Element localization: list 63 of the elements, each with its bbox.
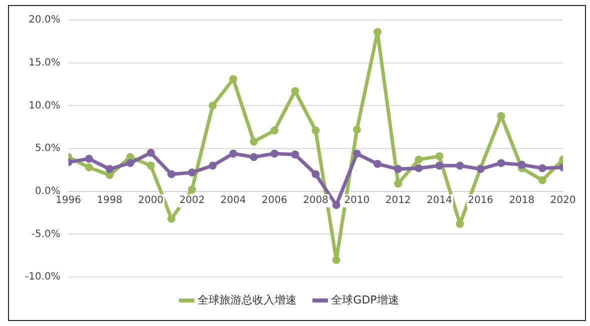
- point: [270, 150, 278, 158]
- point: [126, 159, 134, 168]
- y-tick-label: -10.0%: [24, 272, 60, 283]
- point: [146, 148, 155, 157]
- point: [456, 162, 464, 170]
- y-tick-label: -5.0%: [31, 228, 60, 240]
- point: [250, 153, 258, 162]
- point: [106, 165, 114, 174]
- x-tick-label: 2002: [179, 194, 205, 206]
- point: [374, 28, 382, 36]
- point: [456, 220, 464, 228]
- point: [414, 164, 423, 172]
- point: [270, 126, 278, 135]
- x-tick-label: 2012: [385, 194, 411, 206]
- x-tick-label: 1996: [56, 194, 82, 206]
- point: [394, 165, 402, 174]
- point: [374, 160, 382, 168]
- y-tick-label: 10.0%: [28, 100, 60, 112]
- y-tick-label: 5.0%: [34, 143, 60, 154]
- point: [538, 176, 546, 184]
- point: [435, 152, 444, 160]
- point: [291, 150, 300, 158]
- point: [250, 138, 258, 146]
- y-tick-label: 0.0%: [34, 186, 60, 197]
- point: [435, 162, 444, 170]
- point: [394, 180, 402, 188]
- x-tick-label: 2008: [302, 194, 328, 206]
- x-tick-label: 2016: [468, 194, 494, 206]
- x-tick-label: 2006: [262, 194, 288, 206]
- point: [167, 170, 176, 178]
- x-tick-label: 2010: [344, 194, 370, 206]
- x-tick-label: 2014: [426, 194, 452, 206]
- y-tick-label: 20.0%: [28, 14, 60, 26]
- y-tick-label: 15.0%: [28, 57, 60, 68]
- legend-label: 全球旅游总收入增速: [198, 293, 297, 306]
- point: [414, 156, 423, 164]
- point: [84, 154, 93, 163]
- point: [332, 256, 340, 264]
- x-tick-label: 2020: [550, 194, 576, 206]
- point: [167, 214, 176, 223]
- point: [229, 75, 238, 84]
- x-tick-label: 1998: [96, 194, 122, 206]
- x-tick-label: 2018: [509, 194, 535, 206]
- point: [291, 87, 300, 96]
- point: [538, 164, 546, 172]
- point: [208, 162, 217, 170]
- point: [497, 159, 506, 168]
- legend-label: 全球GDP增速: [331, 293, 399, 306]
- point: [312, 126, 320, 135]
- x-tick-label: 2004: [220, 194, 246, 206]
- point: [229, 150, 238, 158]
- point: [84, 163, 93, 172]
- point: [352, 126, 361, 134]
- point: [332, 201, 340, 210]
- point: [188, 186, 196, 194]
- point: [518, 160, 526, 169]
- point: [188, 168, 196, 176]
- point: [352, 150, 361, 158]
- point: [497, 112, 506, 120]
- x-tick-label: 2000: [138, 194, 164, 206]
- point: [208, 102, 217, 110]
- point: [312, 170, 320, 178]
- point: [146, 162, 155, 170]
